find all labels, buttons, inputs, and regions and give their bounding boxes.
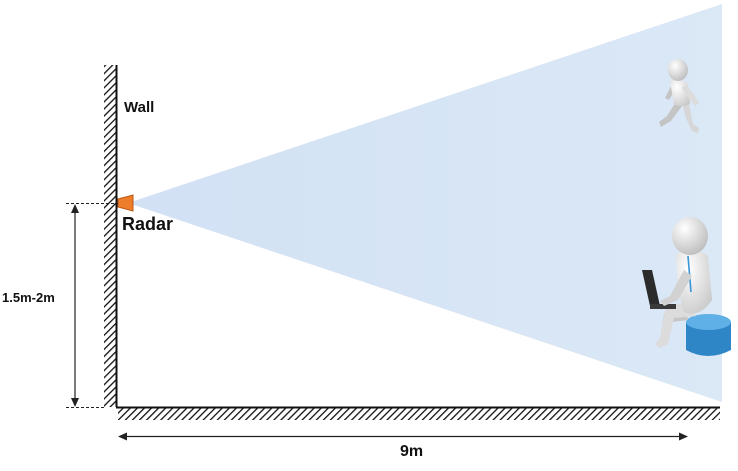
mount-height-label: 1.5m-2m xyxy=(2,290,55,305)
wall-hatch xyxy=(104,65,116,407)
walking-person-icon xyxy=(659,59,699,133)
floor-hatch xyxy=(118,408,720,420)
radar-coverage-cone xyxy=(128,4,722,402)
radar-label: Radar xyxy=(122,214,174,234)
height-dimension xyxy=(66,203,118,408)
range-dimension xyxy=(118,432,688,441)
coverage-range-label: 9m xyxy=(400,443,424,460)
radar-device-icon xyxy=(117,194,134,212)
person-with-laptop-icon xyxy=(642,217,731,356)
wall-label: Wall xyxy=(124,99,155,116)
